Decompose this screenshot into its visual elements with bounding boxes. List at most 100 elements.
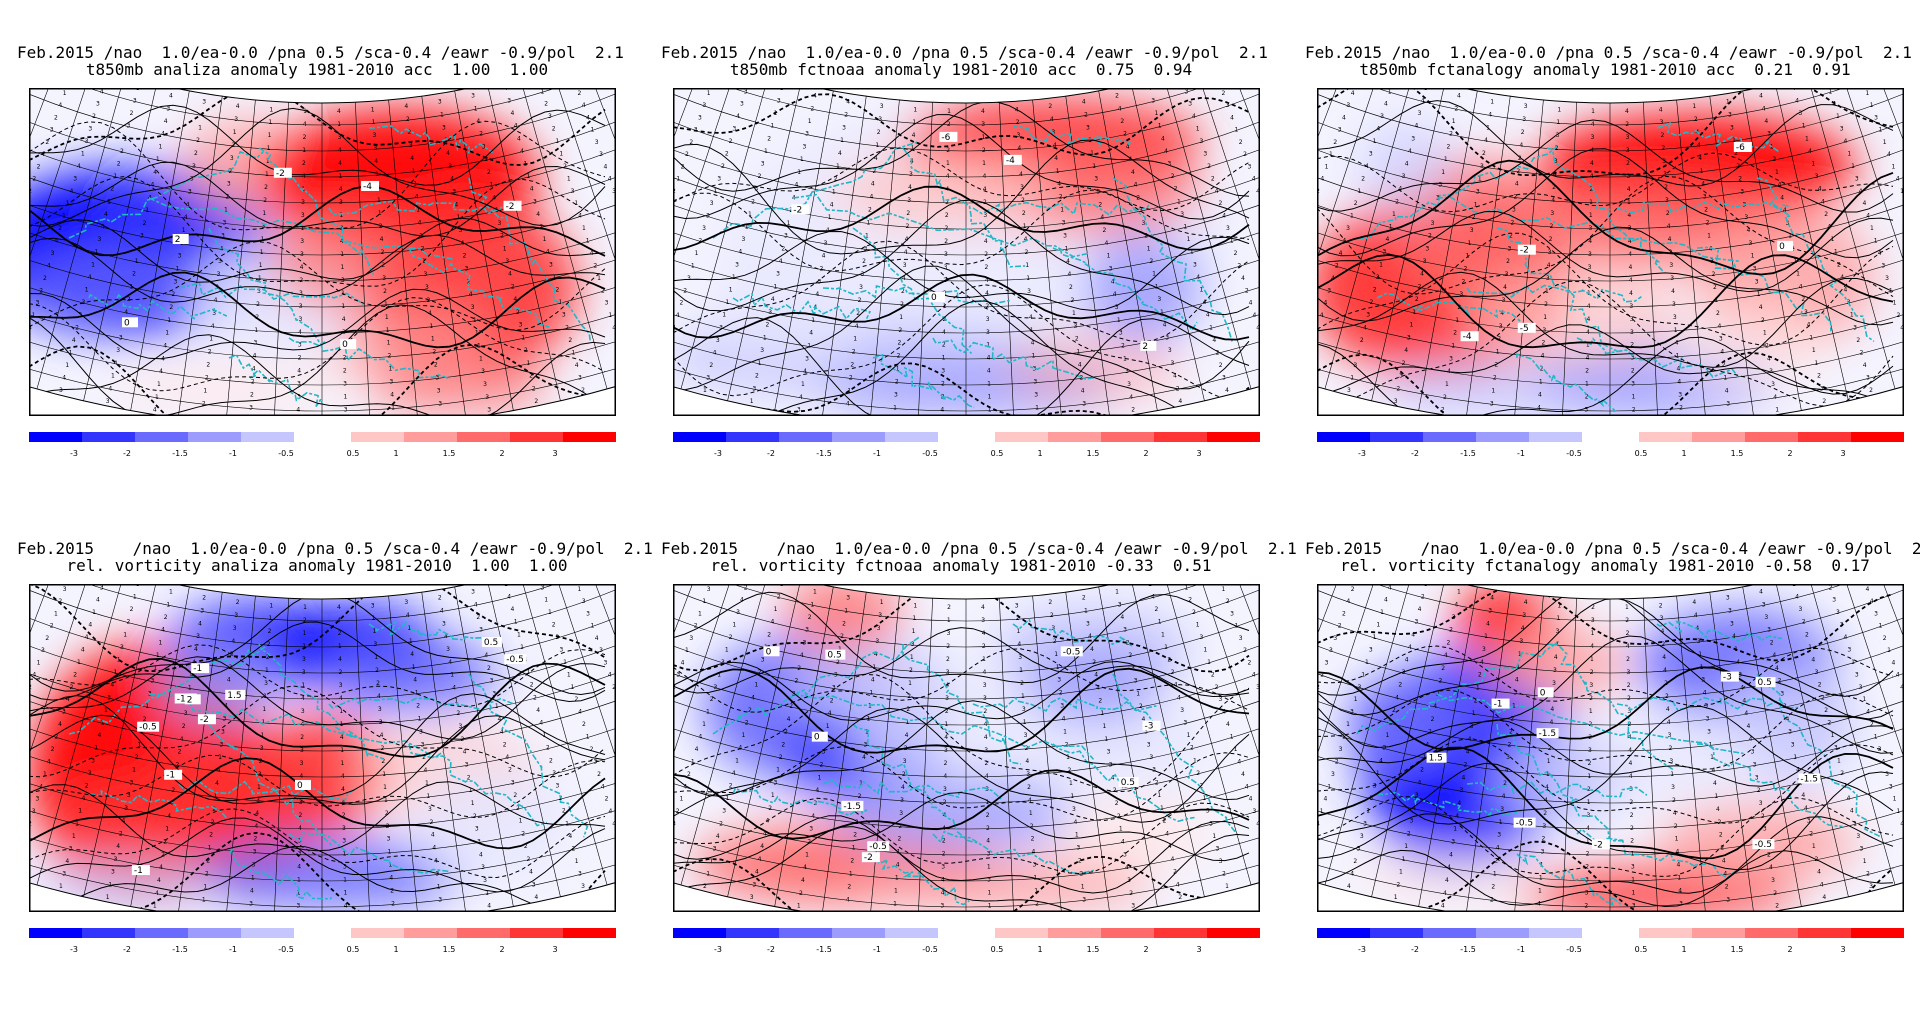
svg-text:3: 3 (119, 334, 123, 341)
svg-text:3: 3 (475, 826, 479, 833)
svg-text:1: 1 (1493, 870, 1497, 877)
svg-text:1: 1 (1887, 647, 1891, 654)
lat-lon-grid (29, 88, 616, 416)
svg-text:2: 2 (808, 614, 812, 621)
svg-text:4: 4 (122, 818, 126, 825)
svg-text:2: 2 (385, 810, 389, 817)
svg-text:3: 3 (784, 233, 788, 240)
svg-text:3: 3 (1346, 102, 1350, 109)
svg-text:1: 1 (1148, 584, 1152, 588)
svg-text:1: 1 (257, 784, 261, 791)
svg-text:4: 4 (340, 734, 344, 741)
svg-text:2: 2 (562, 808, 566, 815)
svg-text:3: 3 (1847, 646, 1851, 653)
svg-text:3: 3 (1399, 373, 1403, 380)
svg-text:2: 2 (1664, 184, 1668, 191)
svg-text:1: 1 (836, 163, 840, 170)
svg-text:2: 2 (467, 278, 471, 285)
colorbar-label: -3 (70, 945, 78, 954)
svg-text:1: 1 (691, 758, 695, 765)
svg-text:1: 1 (1796, 271, 1800, 278)
svg-text:2: 2 (1338, 623, 1342, 630)
svg-text:4: 4 (1808, 148, 1812, 155)
svg-text:3: 3 (944, 251, 948, 258)
svg-text:3: 3 (300, 238, 304, 245)
colorbar-label: -2 (767, 945, 775, 954)
svg-text:2: 2 (942, 342, 946, 349)
svg-text:1: 1 (1376, 770, 1380, 777)
svg-text:3: 3 (1832, 597, 1836, 604)
svg-text:2: 2 (1163, 818, 1167, 825)
svg-text:1: 1 (1457, 589, 1461, 596)
svg-text:1: 1 (758, 360, 762, 367)
svg-text:3: 3 (732, 126, 736, 133)
svg-text:2: 2 (1335, 758, 1339, 765)
svg-text:4: 4 (1163, 322, 1167, 329)
colorbar-label: 2 (499, 945, 504, 954)
svg-text:2: 2 (1439, 678, 1443, 685)
contour-lines (29, 88, 606, 416)
svg-text:4: 4 (912, 132, 916, 139)
svg-text:2: 2 (1102, 227, 1106, 234)
svg-text:3: 3 (706, 213, 710, 220)
svg-text:1: 1 (111, 373, 115, 380)
svg-text:3: 3 (1780, 690, 1784, 697)
svg-text:1: 1 (748, 211, 752, 218)
svg-text:1: 1 (771, 792, 775, 799)
anomaly-map: 1423242224323314341124342231333231221214… (29, 88, 616, 416)
svg-text:3: 3 (297, 381, 301, 388)
svg-text:3: 3 (35, 796, 39, 803)
svg-text:1: 1 (75, 820, 79, 827)
svg-text:4: 4 (1866, 213, 1870, 220)
colorbar-swatch (1745, 432, 1798, 442)
svg-text:3: 3 (1203, 150, 1207, 157)
svg-text:3: 3 (458, 227, 462, 234)
svg-text:3: 3 (233, 625, 237, 632)
svg-text:4: 4 (1865, 586, 1869, 593)
svg-text:4: 4 (1029, 314, 1033, 321)
svg-text:2: 2 (1586, 851, 1590, 858)
svg-text:4: 4 (1675, 340, 1679, 347)
svg-text:2: 2 (1713, 284, 1717, 291)
svg-text:1: 1 (1063, 728, 1067, 735)
svg-text:4: 4 (300, 264, 304, 271)
svg-text:1: 1 (1732, 137, 1736, 144)
svg-text:1: 1 (1029, 810, 1033, 817)
svg-text:4: 4 (163, 343, 167, 350)
svg-text:1: 1 (1373, 138, 1377, 145)
svg-text:3: 3 (1587, 277, 1591, 284)
colorbar-label: 1 (1681, 449, 1686, 458)
svg-text:3: 3 (1157, 296, 1161, 303)
svg-text:4: 4 (1759, 304, 1763, 311)
svg-text:4: 4 (1590, 643, 1594, 650)
svg-text:1: 1 (339, 708, 343, 715)
contour-label: -2 (200, 715, 209, 725)
svg-text:1: 1 (78, 808, 82, 815)
svg-text:4: 4 (681, 659, 685, 666)
svg-text:4: 4 (1709, 245, 1713, 252)
svg-text:2: 2 (1513, 194, 1517, 201)
svg-text:2: 2 (946, 643, 950, 650)
svg-text:1: 1 (1092, 163, 1096, 170)
svg-text:1: 1 (608, 312, 612, 319)
svg-text:4: 4 (612, 821, 616, 828)
colorbar-label: 2 (1787, 945, 1792, 954)
svg-text:3: 3 (1431, 220, 1435, 227)
svg-text:1: 1 (559, 299, 563, 306)
svg-text:1: 1 (1320, 808, 1324, 815)
svg-text:4: 4 (1716, 806, 1720, 813)
svg-text:3: 3 (341, 277, 345, 284)
colorbar-label: 3 (1840, 945, 1845, 954)
colorbar-swatch (135, 432, 188, 442)
svg-text:4: 4 (1746, 227, 1750, 234)
svg-text:4: 4 (1017, 641, 1021, 648)
colorbar-swatch (563, 928, 616, 938)
svg-text:4: 4 (32, 672, 36, 679)
svg-text:2: 2 (1773, 890, 1777, 897)
svg-text:4: 4 (940, 407, 944, 414)
svg-text:1: 1 (485, 890, 489, 897)
svg-text:2: 2 (601, 287, 605, 294)
svg-text:1: 1 (817, 774, 821, 781)
svg-text:3: 3 (1414, 619, 1418, 626)
svg-text:4: 4 (1068, 271, 1072, 278)
